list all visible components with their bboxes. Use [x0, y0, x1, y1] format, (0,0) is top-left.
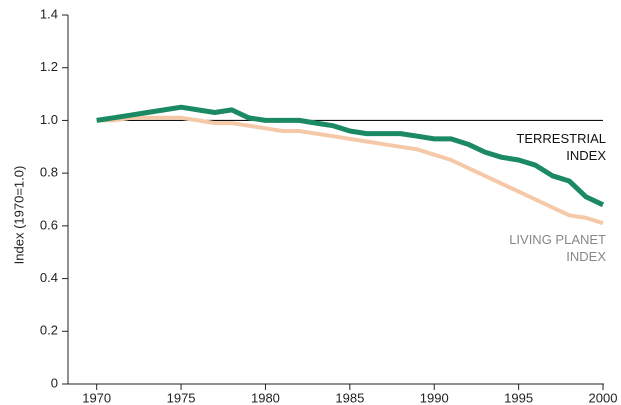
- x-tick-label: 1990: [420, 390, 449, 405]
- y-tick-label: 1.2: [40, 59, 58, 74]
- series-label: TERRESTRIAL INDEX: [516, 131, 606, 163]
- x-tick-label: 1970: [82, 390, 111, 405]
- series-line: [96, 104, 605, 208]
- x-tick-label: 1985: [335, 390, 364, 405]
- y-axis-label: Index (1970=1.0): [11, 166, 26, 265]
- x-tick-label: 1995: [504, 390, 533, 405]
- x-tick-label: 2000: [589, 390, 618, 405]
- y-tick-label: 0.4: [40, 270, 58, 285]
- y-tick-label: 1.0: [40, 112, 58, 127]
- x-tick-label: 1975: [167, 390, 196, 405]
- series-line: [96, 115, 604, 226]
- y-tick-label: 0.8: [40, 165, 58, 180]
- y-tick-label: 0: [51, 375, 58, 390]
- y-tick-label: 0.6: [40, 217, 58, 232]
- x-tick-label: 1980: [251, 390, 280, 405]
- y-tick-label: 0.2: [40, 323, 58, 338]
- y-tick-label: 1.4: [40, 6, 58, 21]
- series-label: LIVING PLANET INDEX: [509, 232, 606, 264]
